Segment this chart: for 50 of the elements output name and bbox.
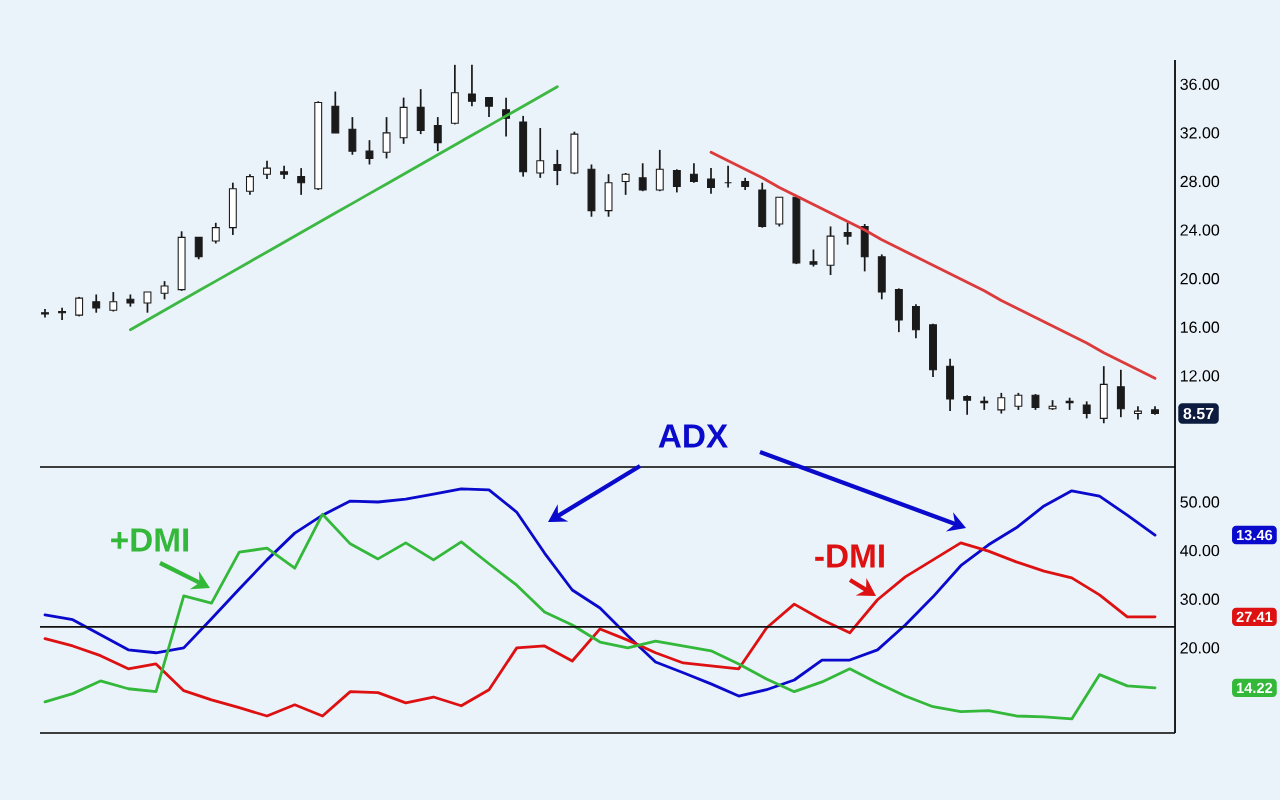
y-tick-label: 20.00 xyxy=(1180,642,1220,654)
candlestick xyxy=(621,172,630,196)
y-tick-label: 28.00 xyxy=(1180,175,1220,188)
line-series xyxy=(709,150,1157,380)
candlestick xyxy=(160,280,169,301)
candlestick xyxy=(467,63,476,108)
y-tick-label: 12.00 xyxy=(1180,370,1220,382)
candlestick xyxy=(433,116,442,152)
y-tick-label: 20.00 xyxy=(1180,273,1220,285)
text: 27.41 xyxy=(1236,611,1273,622)
candlestick xyxy=(843,221,852,246)
candlestick xyxy=(638,162,647,193)
series-label: +DMI xyxy=(111,528,189,552)
candlestick xyxy=(1116,368,1125,419)
text: 8.57 xyxy=(1183,407,1214,420)
y-tick-label: 36.00 xyxy=(1180,78,1220,90)
text: 14.22 xyxy=(1236,682,1273,693)
candlestick xyxy=(263,159,271,180)
y-tick-label: 24.00 xyxy=(1180,224,1220,236)
text: 13.46 xyxy=(1236,529,1273,541)
candlestick xyxy=(536,127,545,179)
candlestick xyxy=(911,303,920,340)
y-tick-label: 50.00 xyxy=(1180,496,1220,508)
candlestick xyxy=(365,139,374,166)
text: ADX xyxy=(658,424,728,448)
candlestick xyxy=(245,173,254,196)
y-tick-label: 32.00 xyxy=(1180,127,1220,139)
candlestick xyxy=(297,167,306,196)
y-tick-label: 40.00 xyxy=(1180,544,1220,557)
candlestick xyxy=(485,96,493,118)
candlestick xyxy=(672,168,681,194)
candlestick xyxy=(416,88,425,135)
candlestick xyxy=(553,149,562,186)
candlestick xyxy=(707,167,715,195)
candlestick xyxy=(980,395,989,411)
candlestick xyxy=(211,221,220,245)
candlestick xyxy=(348,116,357,156)
candlestick xyxy=(963,394,972,416)
y-tick-label: 16.00 xyxy=(1180,321,1220,333)
candlestick xyxy=(997,392,1006,415)
series-label: -DMI xyxy=(815,544,884,568)
candlestick xyxy=(58,306,67,321)
candlestick xyxy=(143,291,152,314)
y-tick-label: 30.00 xyxy=(1180,593,1220,605)
candlestick xyxy=(194,236,203,261)
candlestick xyxy=(92,293,101,314)
candlestick xyxy=(382,116,391,160)
candlestick xyxy=(655,149,664,193)
line-series xyxy=(43,487,1157,698)
candlestick xyxy=(689,162,698,184)
